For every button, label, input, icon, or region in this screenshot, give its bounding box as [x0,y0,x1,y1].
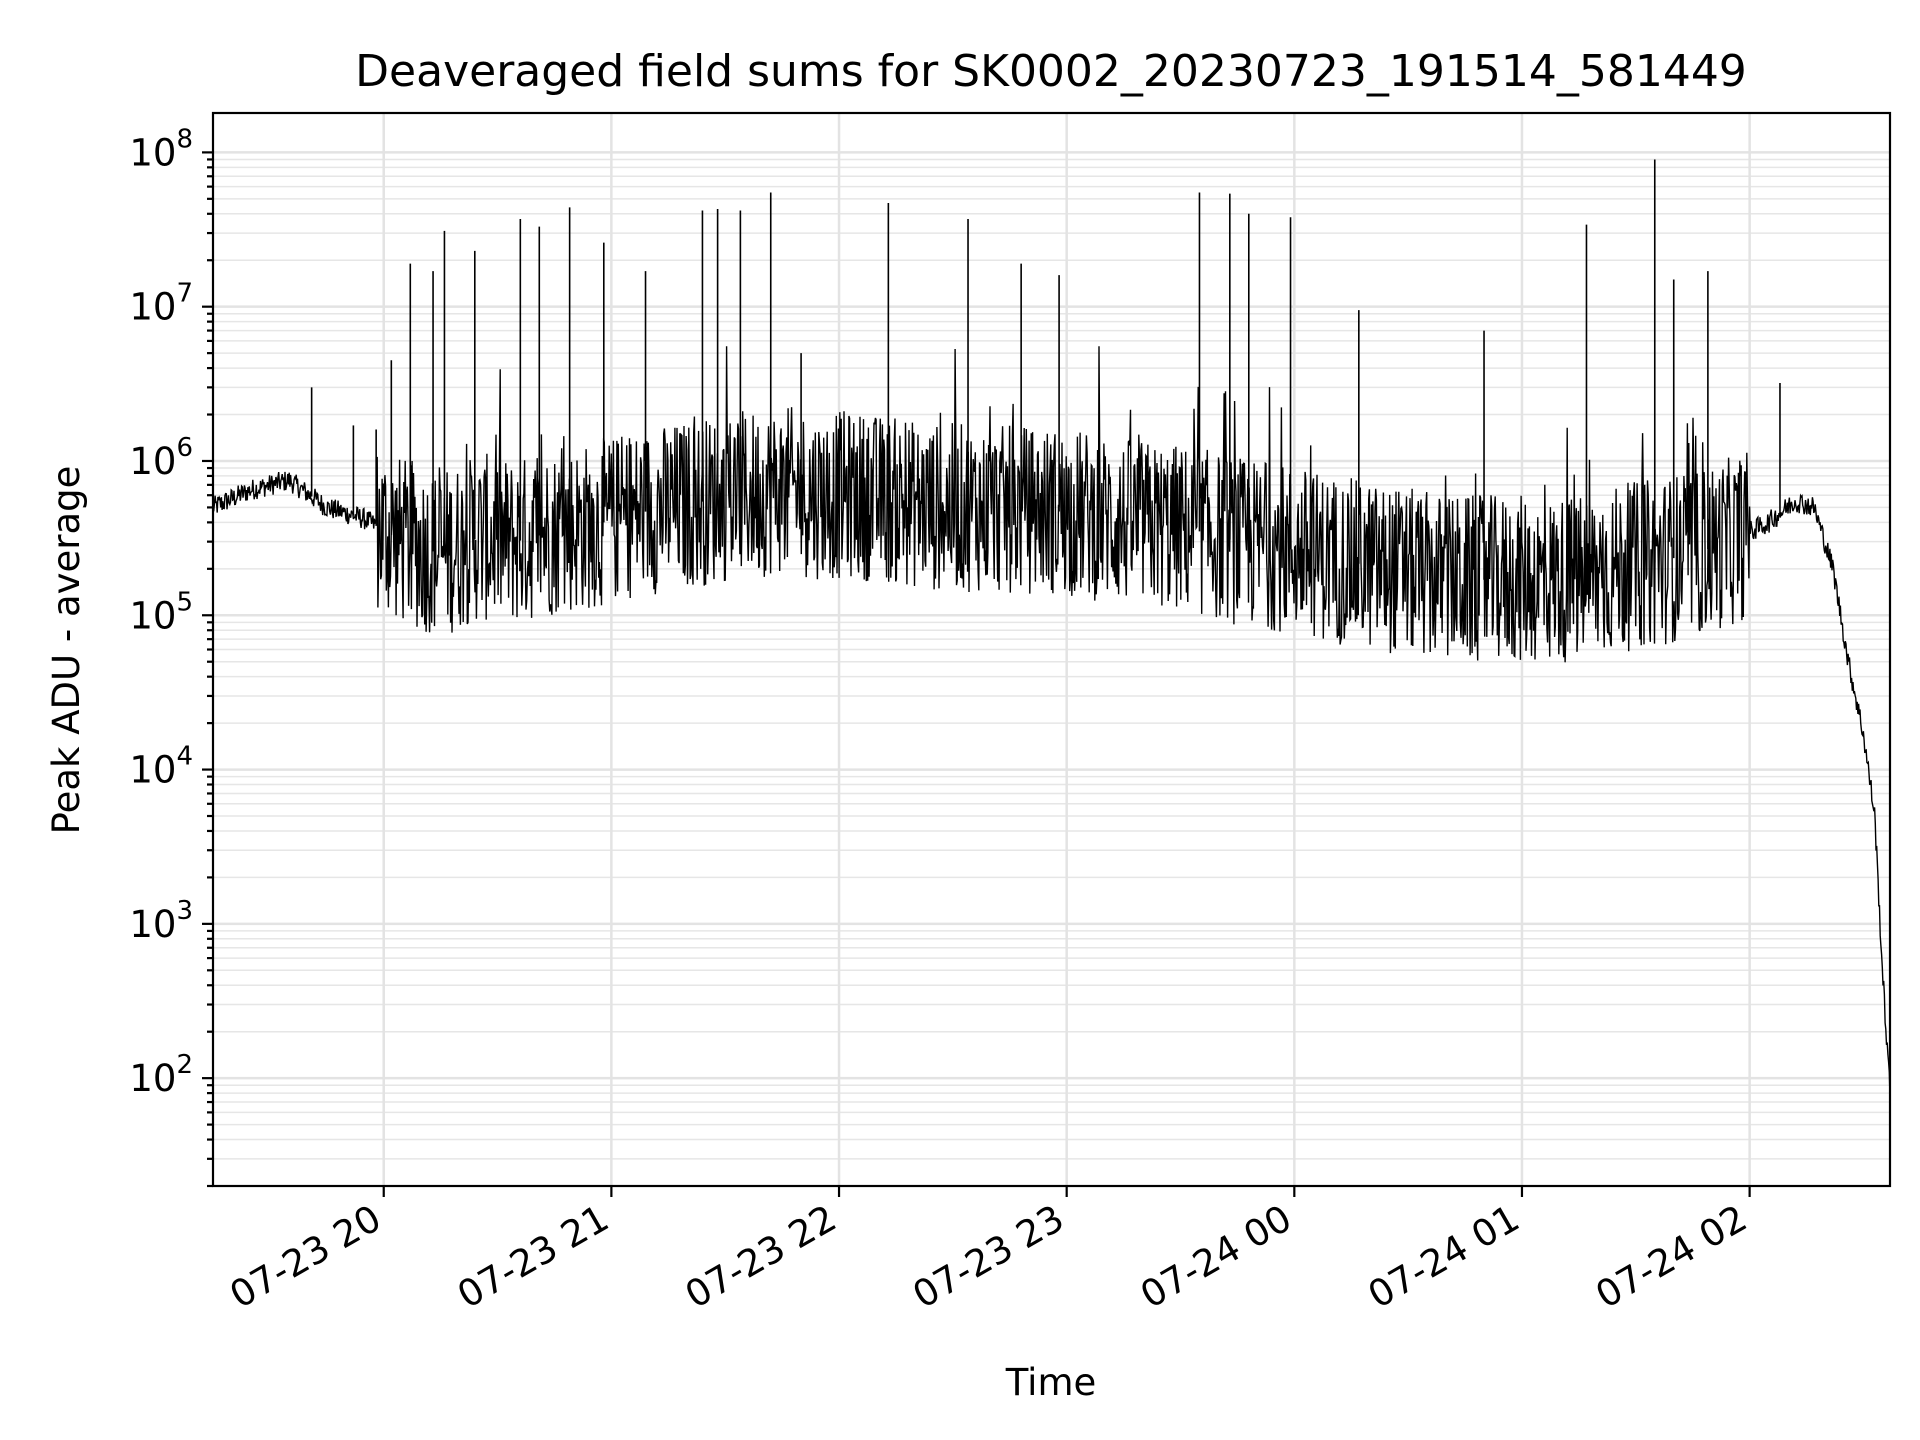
y-tick-label: 104 [129,742,193,792]
y-tick-label-base: 10 [129,440,176,483]
plot-data [212,159,1891,1098]
x-axis-label: Time [1005,1361,1097,1404]
y-tick-label: 105 [129,587,193,637]
y-tick-label: 107 [129,279,193,329]
y-tick-label-base: 10 [129,286,176,329]
y-axis-label: Peak ADU - average [45,466,88,835]
y-tick-label-exponent: 3 [176,896,193,926]
chart-title: Deaveraged field sums for SK0002_2023072… [355,46,1747,97]
y-tick-label-exponent: 4 [176,742,193,772]
y-tick-label-exponent: 8 [176,124,193,154]
y-tick-label-base: 10 [129,1057,176,1100]
y-tick-label-exponent: 5 [176,587,193,617]
series-line [212,346,1891,1098]
y-tick-label-base: 10 [129,131,176,174]
y-tick-label-exponent: 7 [176,279,193,309]
y-tick-label: 108 [129,124,193,174]
y-tick-label: 102 [129,1050,193,1100]
y-tick-label-base: 10 [129,594,176,637]
y-tick-label-exponent: 2 [176,1050,193,1080]
y-tick-label: 103 [129,896,193,946]
y-tick-label-exponent: 6 [176,433,193,463]
y-tick-label: 106 [129,433,193,483]
y-tick-label-base: 10 [129,903,176,946]
y-tick-label-base: 10 [129,749,176,792]
grid [213,113,1890,1187]
